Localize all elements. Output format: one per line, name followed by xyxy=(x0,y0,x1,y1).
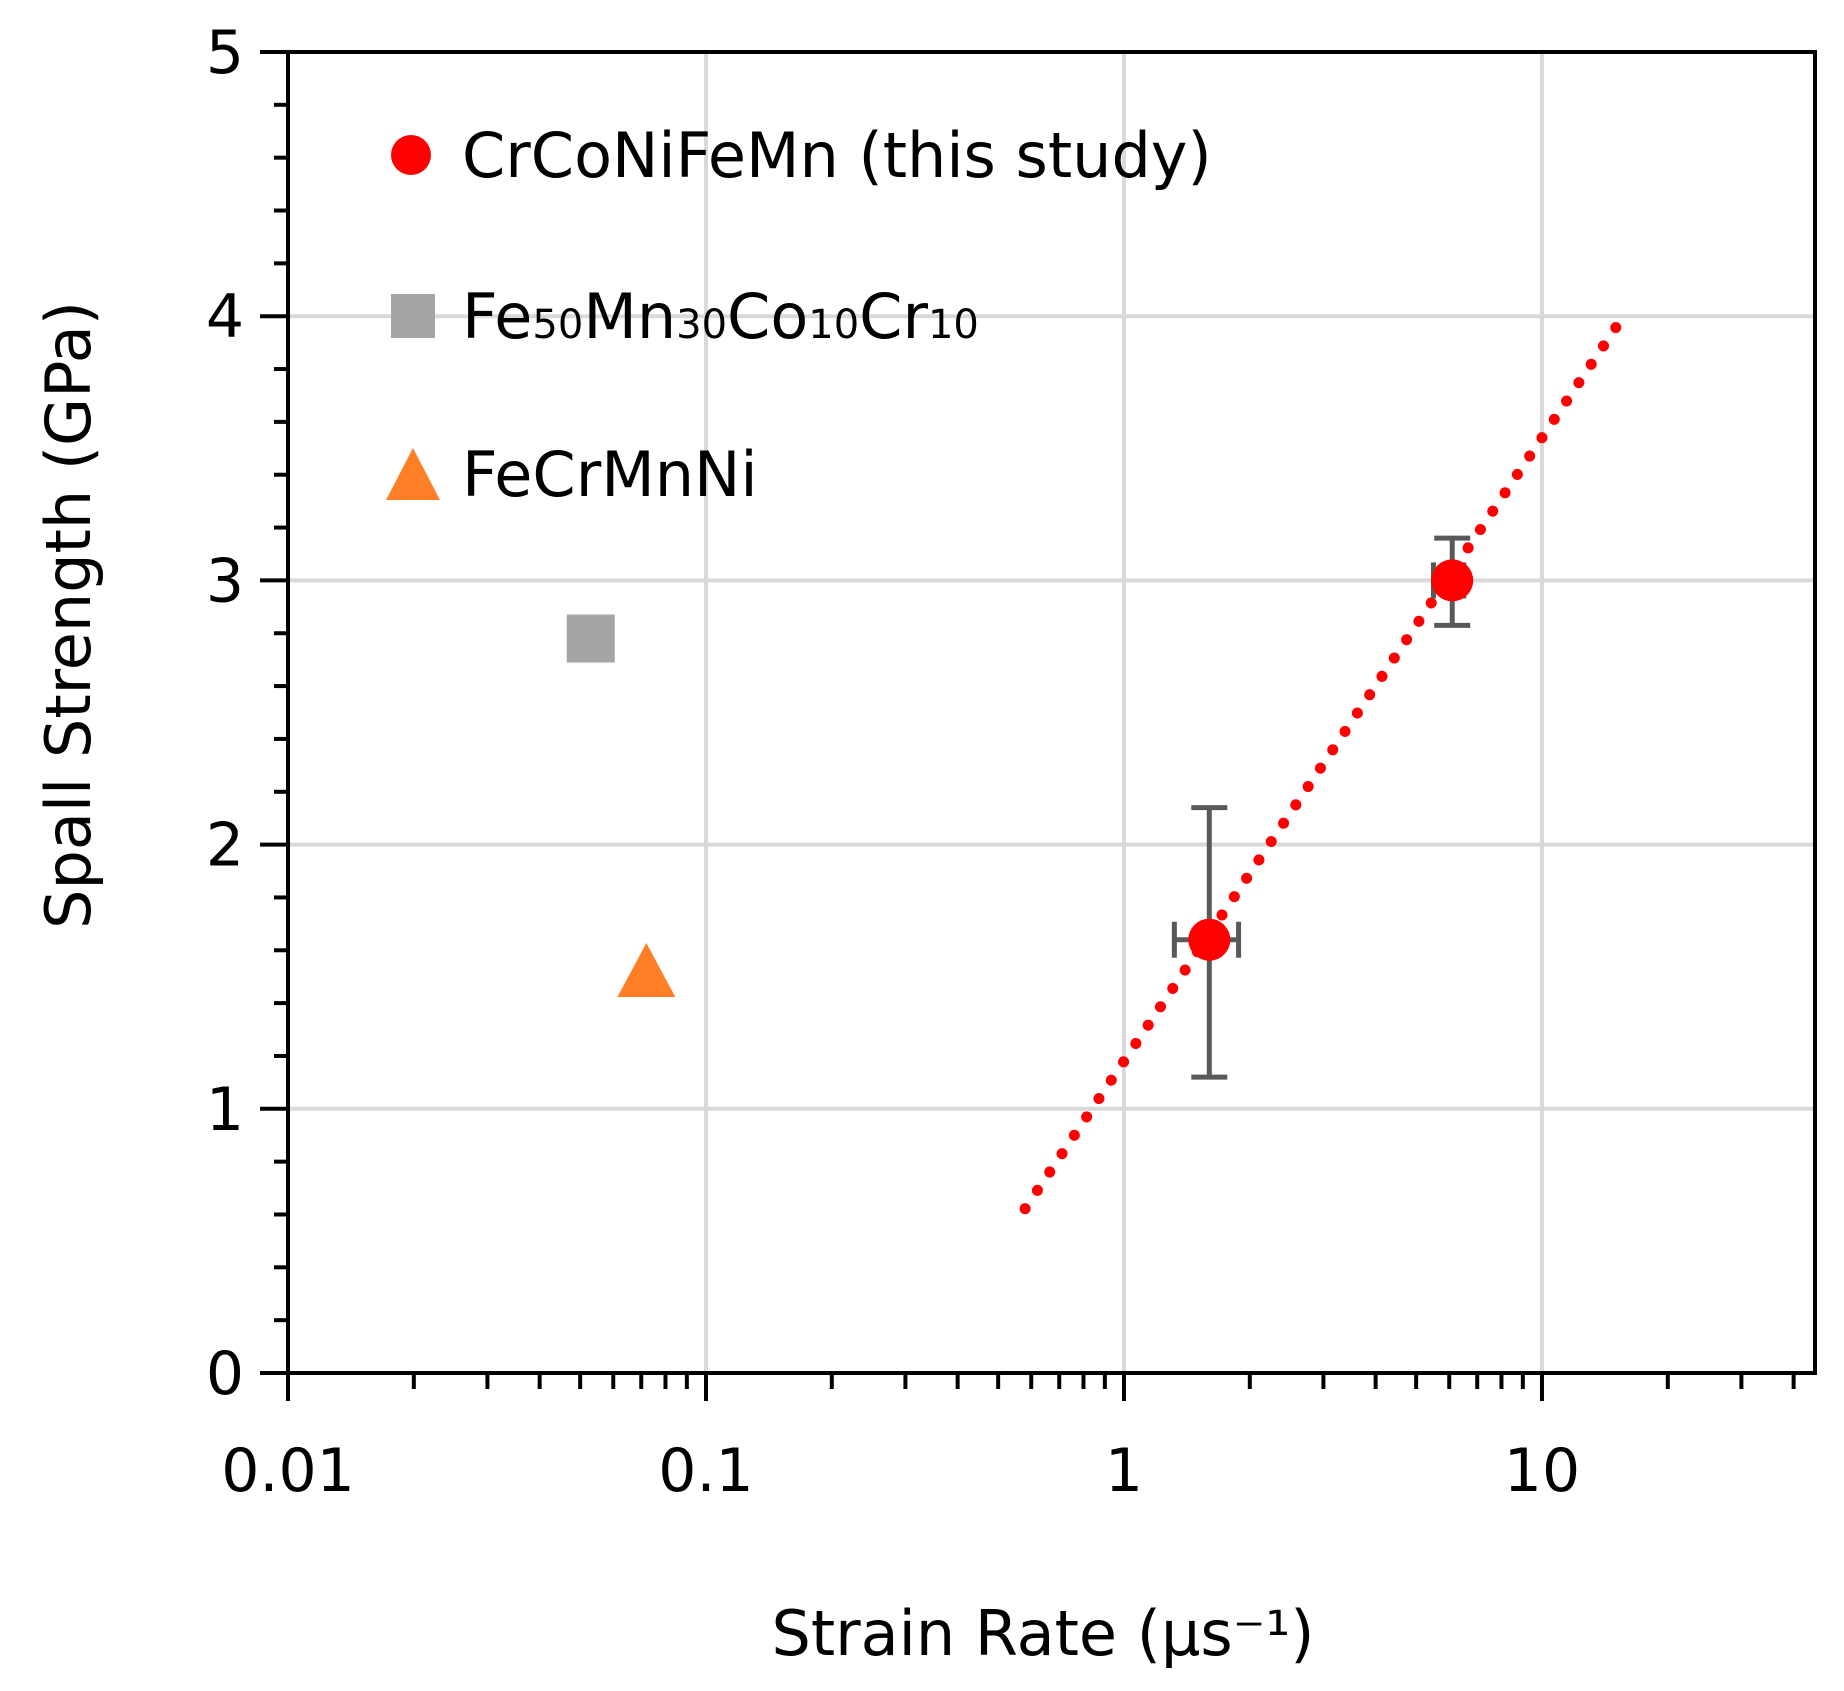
trendline-group xyxy=(1019,318,1624,1215)
x-tick-label-0.1: 0.1 xyxy=(658,1436,753,1506)
legend-marker-crconifemn xyxy=(391,135,431,175)
gridlines xyxy=(288,52,1815,1373)
legend-label-fe50mn30co10cr10: Fe50Mn30Co10Cr10 xyxy=(462,280,979,353)
data-point-series2-0 xyxy=(617,943,676,998)
data-point-series0-1 xyxy=(1431,559,1474,602)
x-axis-title: Strain Rate (μs⁻¹) xyxy=(772,1597,1315,1670)
x-tick-label-1: 1 xyxy=(1105,1436,1143,1506)
y-tick-label-4: 4 xyxy=(206,282,244,352)
y-tick-label-2: 2 xyxy=(206,811,244,881)
x-tick-label-0.01: 0.01 xyxy=(221,1436,355,1506)
y-axis-title: Spall Strength (GPa) xyxy=(32,301,105,929)
axes xyxy=(260,50,1817,1401)
data-points xyxy=(566,559,1474,998)
y-tick-label-0: 0 xyxy=(206,1339,244,1409)
legend-label-fecrmnni: FeCrMnNi xyxy=(462,438,758,511)
data-point-series0-0 xyxy=(1188,918,1231,961)
y-tick-label-1: 1 xyxy=(206,1075,244,1145)
legend-label-crconifemn: CrCoNiFeMn (this study) xyxy=(462,119,1212,192)
data-point-series1-0 xyxy=(566,614,615,663)
legend: CrCoNiFeMn (this study) Fe50Mn30Co10Cr10… xyxy=(386,119,1212,511)
legend-marker-fe50mn30co10cr10 xyxy=(391,294,435,338)
legend-marker-fecrmnni xyxy=(386,448,440,500)
x-tick-label-10: 10 xyxy=(1504,1436,1580,1506)
tick-labels: 0 1 2 3 4 5 0.01 0.1 1 10 xyxy=(206,18,1580,1506)
plot-frame xyxy=(286,50,1817,1375)
y-tick-label-3: 3 xyxy=(206,546,244,616)
trendline xyxy=(1019,318,1624,1215)
y-tick-label-5: 5 xyxy=(206,18,244,88)
